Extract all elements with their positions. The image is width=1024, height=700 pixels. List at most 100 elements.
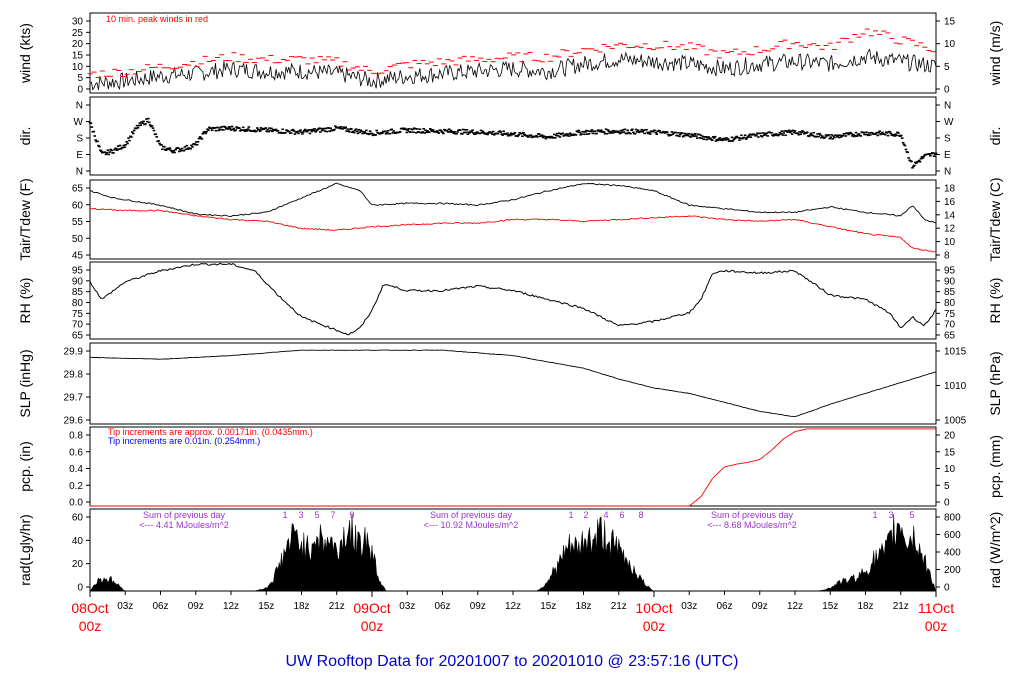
y-tick-label-right: 0 bbox=[944, 85, 950, 96]
y-tick-label: E bbox=[76, 150, 83, 161]
y-tick-label: 85 bbox=[72, 287, 84, 298]
y-axis-label-right: RH (%) bbox=[987, 278, 1003, 324]
y-tick-label-right: 10 bbox=[944, 464, 956, 475]
y-tick-label: 30 bbox=[72, 17, 84, 28]
x-tick-label: 03z bbox=[399, 601, 415, 612]
y-tick-label: 29.8 bbox=[64, 370, 84, 381]
y-tick-label-right: 14 bbox=[944, 210, 956, 221]
hour-marker-label: 6 bbox=[619, 510, 624, 520]
panel-6: pcp. (in) pcp. (mm) 0.0 0.2 0.4 0.6 0.8 0 5 10 15 2… bbox=[17, 426, 1003, 509]
y-tick-label: 60 bbox=[72, 513, 84, 524]
series-line-1 bbox=[89, 182, 937, 224]
y-tick-label: 5 bbox=[77, 73, 83, 84]
day-sub-label: 00z bbox=[643, 618, 666, 634]
x-tick-label: 09z bbox=[188, 601, 204, 612]
daily-sum-title: Sum of previous day bbox=[143, 510, 226, 520]
x-tick-label: 15z bbox=[540, 601, 556, 612]
x-tick-label: 03z bbox=[681, 601, 697, 612]
day-sub-label: 00z bbox=[79, 618, 102, 634]
panel-7: rad(Lgly/hr) rad (W/m^2)02040600200400600… bbox=[17, 508, 1003, 594]
y-tick-label: 0 bbox=[77, 85, 83, 96]
y-tick-label-right: 95 bbox=[944, 266, 956, 277]
y-tick-label-right: 16 bbox=[944, 197, 956, 208]
y-tick-label-right: W bbox=[944, 117, 954, 128]
y-tick-label: 29.6 bbox=[64, 416, 84, 427]
footer-title: UW Rooftop Data for 20201007 to 20201010… bbox=[286, 653, 739, 670]
hour-marker-label: 1 bbox=[872, 510, 877, 520]
y-tick-label: 90 bbox=[72, 276, 84, 287]
y-axis-label-right: SLP (hPa) bbox=[987, 351, 1003, 415]
y-tick-label: 20 bbox=[72, 39, 84, 50]
y-tick-label: 0.4 bbox=[69, 464, 83, 475]
panel-5: SLP (inHg) SLP (hPa) 29.6 29.7 29.8 29.9 1005 1… bbox=[17, 342, 1003, 427]
y-tick-label-right: N bbox=[944, 101, 951, 112]
hour-marker-label: 4 bbox=[603, 510, 608, 520]
tip-note-blue: Tip increments are 0.01in. (0.254mm.) bbox=[108, 436, 260, 446]
daily-sum-value: <--- 8.68 MJoules/m^2 bbox=[707, 520, 797, 530]
y-tick-label: 29.7 bbox=[64, 393, 84, 404]
y-tick-label-right: 1005 bbox=[944, 416, 967, 427]
y-tick-label: 0.6 bbox=[69, 447, 83, 458]
daily-sum-value: <--- 4.41 MJoules/m^2 bbox=[139, 520, 229, 530]
y-axis-label: dir. bbox=[17, 127, 33, 146]
series-line-1 bbox=[89, 349, 937, 418]
daily-sum-value: <--- 10.92 MJoules/m^2 bbox=[424, 520, 519, 530]
y-tick-label: 0.2 bbox=[69, 481, 83, 492]
chart-panels: wind (kts) wind (m/s)05101520253005101510… bbox=[17, 12, 1003, 594]
y-tick-label: N bbox=[76, 167, 83, 178]
x-tick-label: 15z bbox=[822, 601, 838, 612]
y-tick-label: 50 bbox=[72, 234, 84, 245]
hour-marker-label: 5 bbox=[314, 510, 319, 520]
day-label: 08Oct bbox=[71, 600, 108, 616]
panel-frame bbox=[89, 96, 937, 176]
x-tick-label: 12z bbox=[223, 601, 239, 612]
y-axis-label: SLP (inHg) bbox=[17, 349, 33, 417]
y-tick-label-right: 800 bbox=[944, 513, 961, 524]
y-tick-label: S bbox=[76, 134, 83, 145]
y-tick-label: 0.8 bbox=[69, 431, 83, 442]
x-tick-label: 09z bbox=[470, 601, 486, 612]
hour-marker-label: 7 bbox=[330, 510, 335, 520]
y-tick-label: 55 bbox=[72, 217, 84, 228]
x-tick-label: 12z bbox=[505, 601, 521, 612]
series-line-2 bbox=[89, 207, 937, 253]
panel-frame bbox=[89, 342, 937, 425]
panel-frame bbox=[89, 12, 937, 94]
x-tick-label: 18z bbox=[857, 601, 873, 612]
x-tick-label: 06z bbox=[434, 601, 450, 612]
y-tick-label-right: 90 bbox=[944, 276, 956, 287]
y-axis-label: RH (%) bbox=[17, 278, 33, 324]
series-line-1 bbox=[89, 262, 937, 336]
panel-1: wind (kts) wind (m/s)05101520253005101510… bbox=[17, 12, 1003, 96]
y-axis-label-right: pcp. (mm) bbox=[987, 435, 1003, 498]
x-tick-label: 21z bbox=[329, 601, 345, 612]
y-tick-label: 40 bbox=[72, 536, 84, 547]
y-tick-label-right: 20 bbox=[944, 431, 956, 442]
y-tick-label: W bbox=[74, 117, 84, 128]
y-tick-label-right: 200 bbox=[944, 565, 961, 576]
y-tick-label: 45 bbox=[72, 251, 84, 262]
series-line-1 bbox=[90, 428, 936, 507]
y-tick-label-right: 10 bbox=[944, 237, 956, 248]
y-tick-label-right: 70 bbox=[944, 320, 956, 331]
daily-sum-title: Sum of previous day bbox=[430, 510, 513, 520]
day-label: 11Oct bbox=[918, 600, 954, 616]
day-label: 09Oct bbox=[353, 600, 390, 616]
hour-marker-label: 5 bbox=[909, 510, 914, 520]
y-tick-label: 65 bbox=[72, 184, 84, 195]
x-tick-label: 15z bbox=[258, 601, 274, 612]
y-tick-label-right: 1015 bbox=[944, 347, 967, 358]
y-tick-label: 29.9 bbox=[64, 347, 84, 358]
y-axis-label: wind (kts) bbox=[17, 23, 33, 84]
y-tick-label: 80 bbox=[72, 298, 84, 309]
hour-marker-label: 8 bbox=[638, 510, 643, 520]
y-axis-label: pcp. (in) bbox=[17, 441, 33, 492]
y-axis-label-right: rad (W/m^2) bbox=[987, 512, 1003, 589]
y-axis-label: Tair/Tdew (F) bbox=[17, 178, 33, 260]
panel-frame bbox=[89, 179, 937, 260]
y-tick-label: 65 bbox=[72, 331, 84, 342]
hour-marker-label: 3 bbox=[298, 510, 303, 520]
daily-sum-title: Sum of previous day bbox=[711, 510, 794, 520]
